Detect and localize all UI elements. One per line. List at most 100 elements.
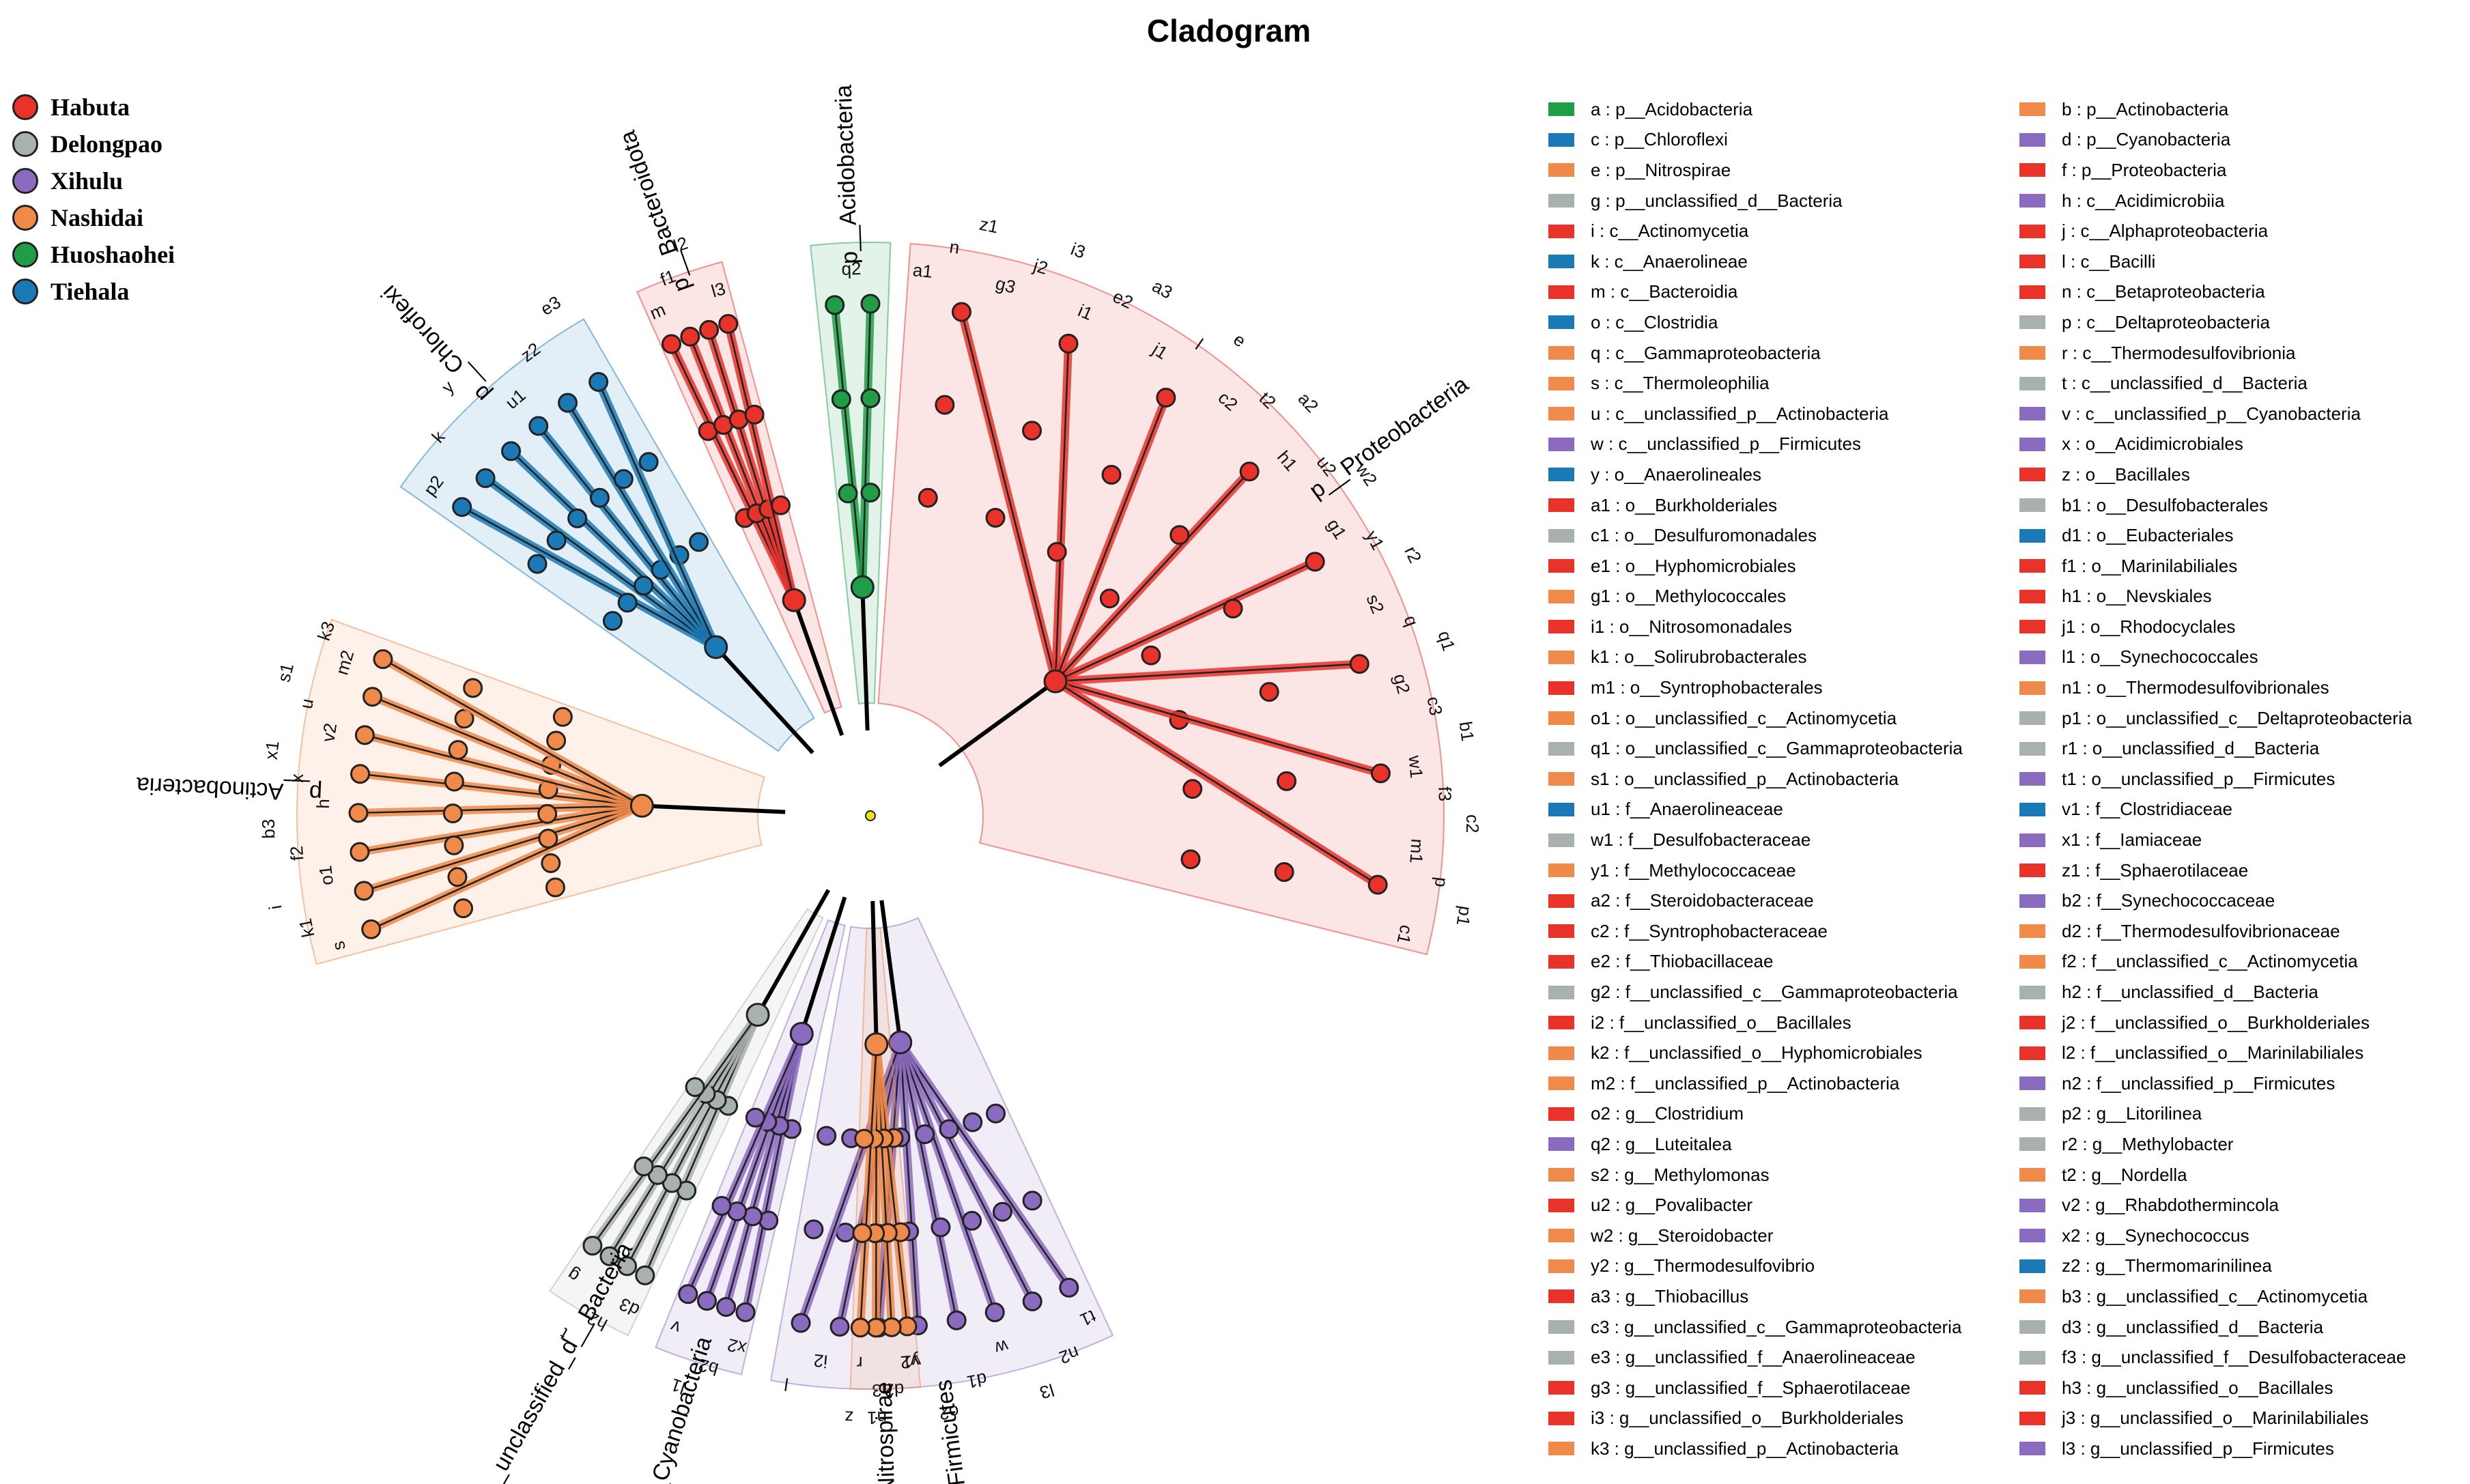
taxa-color-swatch — [2019, 285, 2045, 299]
taxon-node — [1259, 682, 1279, 702]
taxa-label: c2 : f__Syntrophobacteraceae — [1591, 920, 1828, 941]
taxon-marker-label: r — [856, 1353, 863, 1373]
taxa-legend-item: t2 : g__Nordella — [2019, 1160, 2463, 1190]
taxa-color-swatch — [2019, 163, 2045, 177]
taxa-legend-item: i : c__Actinomycetia — [1548, 216, 2019, 246]
clade-root-node — [864, 1032, 889, 1057]
taxon-marker-label: g2 — [1389, 672, 1414, 696]
taxon-node — [718, 314, 739, 334]
taxa-legend-item: z2 : g__Thermomarinilinea — [2019, 1251, 2463, 1282]
taxa-legend-item: g : p__unclassified_d__Bacteria — [1548, 186, 2019, 216]
taxa-legend-item: x1 : f__Iamiaceae — [2019, 825, 2463, 855]
taxa-legend-item: t1 : o__unclassified_p__Firmicutes — [2019, 764, 2463, 795]
clade-label: p__Nitrospirae — [871, 1382, 901, 1484]
taxon-node — [350, 842, 370, 862]
taxa-label: j : c__Alphaproteobacteria — [2062, 220, 2269, 242]
taxa-legend-item: q : c__Gammaproteobacteria — [1548, 338, 2019, 369]
taxa-legend-item: y1 : f__Methylococcaceae — [1548, 855, 2019, 886]
taxon-node — [791, 1313, 811, 1333]
taxon-marker-label: q2 — [841, 258, 862, 279]
taxon-node — [1141, 645, 1161, 666]
taxa-legend-item: a : p__Acidobacteria — [1548, 94, 2019, 125]
clade-stem-branch — [938, 679, 1057, 767]
taxa-color-swatch — [1548, 194, 1574, 208]
taxa-label: r1 : o__unclassified_d__Bacteria — [2062, 738, 2320, 759]
taxa-color-swatch — [2019, 1076, 2045, 1091]
taxa-legend-item: j1 : o__Rhodocyclales — [2019, 612, 2463, 642]
leaf-branch-outline — [567, 402, 717, 648]
taxa-color-swatch — [1548, 528, 1574, 543]
taxa-color-swatch — [2019, 132, 2045, 147]
taxon-node — [854, 1128, 875, 1149]
group-label: Habuta — [51, 94, 130, 121]
taxa-color-swatch — [1548, 589, 1574, 603]
taxa-label: a1 : o__Burkholderiales — [1591, 494, 1778, 515]
taxon-node — [442, 803, 463, 824]
taxa-legend-item: c3 : g__unclassified_c__Gammaproteobacte… — [1548, 1312, 2019, 1343]
clade-label: p__Acidobacteria — [831, 85, 863, 265]
leaf-branch-outline — [834, 304, 864, 588]
taxa-color-swatch — [1548, 620, 1574, 634]
taxon-marker-label: h — [313, 799, 333, 809]
taxon-marker-label: i2 — [812, 1350, 828, 1372]
taxon-node — [647, 1165, 668, 1185]
taxon-marker-label: l — [783, 1374, 790, 1395]
taxon-node — [538, 829, 558, 849]
taxa-color-swatch — [2019, 681, 2045, 695]
taxa-label: e3 : g__unclassified_f__Anaerolineaceae — [1591, 1347, 1916, 1368]
leaf-branch-outline — [359, 805, 642, 853]
taxon-node — [541, 853, 561, 873]
taxa-color-swatch — [1548, 954, 1574, 969]
taxa-legend-item: i3 : g__unclassified_o__Burkholderiales — [1548, 1403, 2019, 1434]
taxa-label: h3 : g__unclassified_o__Bacillales — [2062, 1377, 2333, 1398]
taxa-label: z2 : g__Thermomarinilinea — [2062, 1255, 2272, 1276]
leaf-branch-outline — [1054, 343, 1070, 682]
taxa-label: g3 : g__unclassified_f__Sphaerotilaceae — [1591, 1377, 1911, 1398]
leaf-branch-outline — [860, 1044, 878, 1328]
taxa-label: i : c__Actinomycetia — [1591, 220, 1749, 242]
taxa-legend-item: a3 : g__Thiobacillus — [1548, 1281, 2019, 1312]
taxa-legend-item: d2 : f__Thermodesulfovibrionaceae — [2019, 916, 2463, 947]
taxa-label: k1 : o__Solirubrobacterales — [1591, 646, 1807, 668]
clade-root-node — [850, 575, 875, 599]
leaf-branch-outline — [899, 1042, 996, 1313]
taxon-node — [617, 1256, 638, 1276]
clade-label: d__unclassified_d__Bacteria — [469, 1238, 638, 1484]
taxa-legend-item: d : p__Cyanobacteria — [2019, 125, 2463, 156]
taxon-marker-label: b1 — [1456, 720, 1479, 743]
taxon-node — [444, 835, 464, 855]
taxon-marker-label: e — [1230, 329, 1250, 352]
taxon-marker-label: v2 — [317, 722, 341, 743]
taxon-node — [545, 877, 565, 898]
clade-root-node — [704, 635, 728, 659]
leaf-branch-outline — [371, 805, 642, 930]
taxon-node — [951, 302, 971, 322]
taxa-color-swatch — [1548, 437, 1574, 451]
taxa-label: f : p__Proteobacteria — [2062, 159, 2227, 180]
taxa-legend-item: n1 : o__Thermodesulfovibrionales — [2019, 672, 2463, 703]
taxa-label: q : c__Gammaproteobacteria — [1591, 342, 1821, 363]
taxa-label: x2 : g__Synechococcus — [2062, 1225, 2249, 1246]
taxon-marker-label: d1 — [965, 1369, 989, 1393]
taxa-color-swatch — [1548, 255, 1574, 269]
group-dot-icon — [12, 94, 38, 120]
taxa-label: v1 : f__Clostridiaceae — [2062, 799, 2233, 820]
taxon-node — [838, 483, 858, 504]
leaf-branch-outline — [597, 382, 717, 648]
taxa-color-swatch — [2019, 346, 2045, 360]
taxa-label: c3 : g__unclassified_c__Gammaproteobacte… — [1591, 1316, 1962, 1337]
taxa-label: b3 : g__unclassified_c__Actinomycetia — [2062, 1285, 2368, 1307]
taxa-legend-item: j : c__Alphaproteobacteria — [2019, 216, 2463, 246]
taxa-legend-item: e3 : g__unclassified_f__Anaerolineaceae — [1548, 1342, 2019, 1373]
taxon-marker-label: k1 — [295, 917, 319, 939]
taxa-legend-item: w2 : g__Steroidobacter — [1548, 1221, 2019, 1251]
taxon-node — [350, 764, 371, 784]
taxon-node — [354, 725, 375, 745]
taxa-color-swatch — [1548, 102, 1574, 117]
taxa-color-swatch — [1548, 1107, 1574, 1121]
taxa-color-swatch — [2019, 255, 2045, 269]
taxa-color-swatch — [2019, 589, 2045, 603]
taxa-color-swatch — [2019, 468, 2045, 482]
taxon-marker-label: q1 — [1434, 629, 1460, 653]
leaf-branch-outline — [358, 805, 642, 814]
